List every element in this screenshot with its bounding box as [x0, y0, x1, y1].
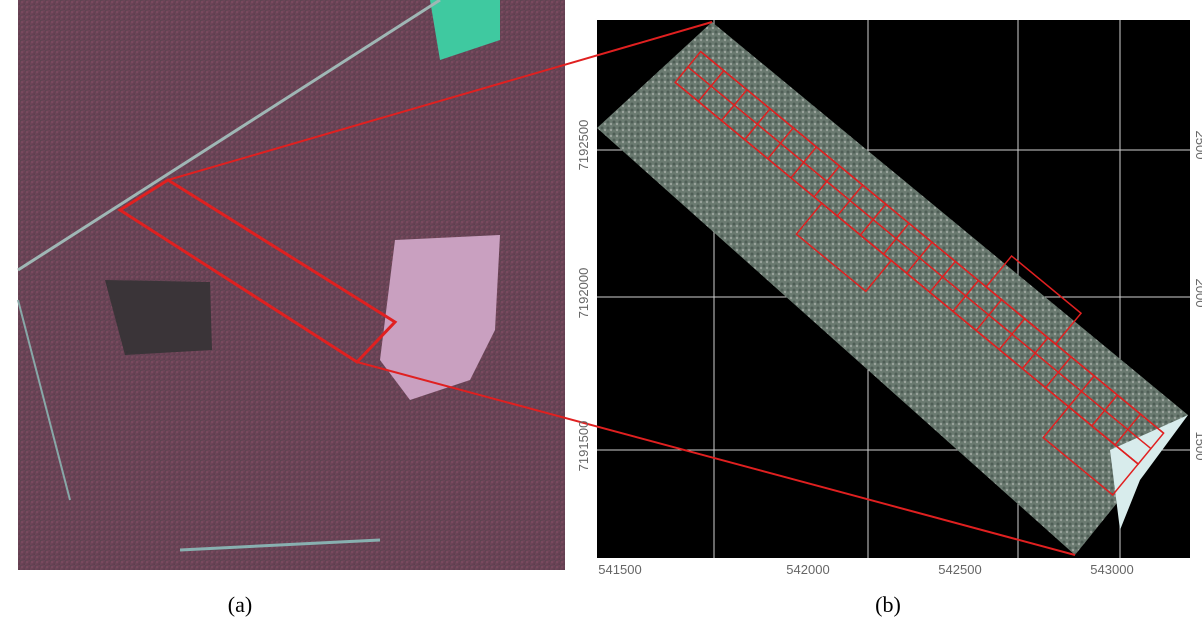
y-tick-label: 7191500	[576, 421, 591, 472]
figure: 541500 542000 542500 543000 7192500 7192000 71…	[0, 0, 1202, 618]
y-tick-label: 7192000	[576, 268, 591, 319]
x-tick-label: 542500	[938, 562, 981, 577]
y-tick-label: 7192500	[576, 120, 591, 171]
x-tick-label: 542000	[786, 562, 829, 577]
panel-b-image	[597, 20, 1190, 558]
x-tick-label: 543000	[1090, 562, 1133, 577]
y-tick-label: 1500	[1193, 432, 1202, 461]
caption: (b)	[875, 592, 901, 617]
y-tick-label: 2500	[1193, 131, 1202, 160]
panel-a-image	[18, 0, 565, 570]
y-tick-label: 2000	[1193, 279, 1202, 308]
caption: (a)	[228, 592, 252, 617]
x-tick-label: 541500	[598, 562, 641, 577]
